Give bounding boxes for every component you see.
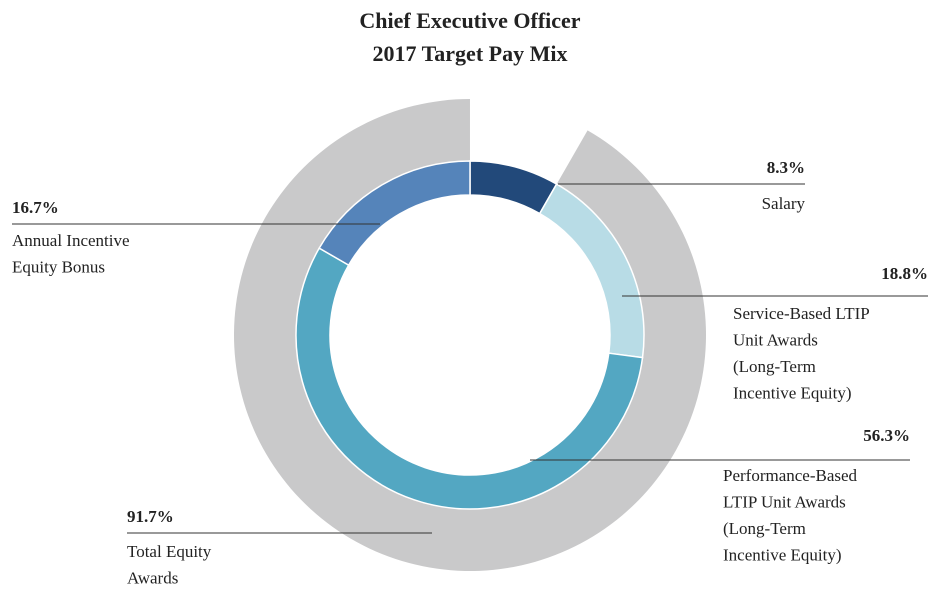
category-label: (Long-Term — [723, 519, 806, 538]
category-label: Incentive Equity) — [733, 384, 852, 403]
value-label: 18.8% — [881, 264, 928, 283]
category-label: (Long-Term — [733, 357, 816, 376]
value-label: 56.3% — [863, 426, 910, 445]
category-label: Equity Bonus — [12, 258, 105, 277]
value-label: 91.7% — [127, 507, 174, 526]
value-label: 16.7% — [12, 198, 59, 217]
donut-slice — [318, 160, 471, 267]
category-label: Performance-Based — [723, 466, 858, 485]
donut-slice — [295, 247, 644, 510]
category-label: Incentive Equity) — [723, 546, 842, 565]
category-label: Service-Based LTIP — [733, 304, 870, 323]
chart-title: 2017 Target Pay Mix — [373, 41, 568, 66]
category-label: Total Equity — [127, 542, 212, 561]
category-label: Salary — [762, 194, 806, 213]
category-label: Annual Incentive — [12, 231, 130, 250]
category-label: Awards — [127, 569, 178, 588]
category-label: Unit Awards — [733, 331, 818, 350]
chart-title: Chief Executive Officer — [359, 8, 580, 33]
category-label: LTIP Unit Awards — [723, 493, 846, 512]
value-label: 8.3% — [767, 158, 805, 177]
